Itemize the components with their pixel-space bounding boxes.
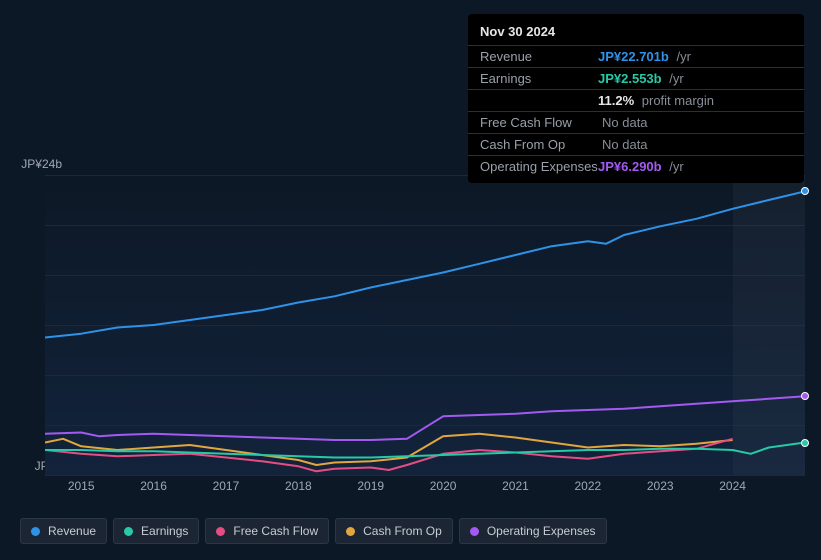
series-endpoint [801, 392, 809, 400]
legend-label: Free Cash Flow [233, 524, 318, 538]
chart-legend: Revenue Earnings Free Cash Flow Cash From O… [20, 518, 607, 544]
x-axis-tick: 2015 [68, 479, 95, 493]
legend-item-revenue[interactable]: Revenue [20, 518, 107, 544]
tooltip-row: RevenueJP¥22.701b /yr [468, 46, 804, 68]
series-line-operating-expenses [45, 396, 805, 440]
legend-item-operating-expenses[interactable]: Operating Expenses [459, 518, 607, 544]
legend-dot-icon [346, 527, 355, 536]
tooltip-row-value: JP¥6.290b /yr [598, 159, 792, 174]
legend-item-earnings[interactable]: Earnings [113, 518, 199, 544]
legend-dot-icon [470, 527, 479, 536]
tooltip-row-value: JP¥2.553b /yr [598, 71, 792, 86]
legend-dot-icon [31, 527, 40, 536]
tooltip-row-label: Free Cash Flow [480, 115, 598, 130]
legend-label: Earnings [141, 524, 188, 538]
chart-plot-area[interactable] [45, 175, 805, 475]
tooltip-row: Operating ExpensesJP¥6.290b /yr [468, 156, 804, 177]
tooltip-row-label: Earnings [480, 71, 598, 86]
tooltip-row-value: 11.2% profit margin [598, 93, 792, 108]
legend-item-free-cash-flow[interactable]: Free Cash Flow [205, 518, 329, 544]
legend-dot-icon [124, 527, 133, 536]
series-line-free-cash-flow [45, 439, 733, 472]
legend-label: Revenue [48, 524, 96, 538]
tooltip-row-label: Cash From Op [480, 137, 598, 152]
y-axis-max-label: JP¥24b [2, 157, 62, 171]
tooltip-row: Free Cash FlowNo data [468, 112, 804, 134]
tooltip-row-label: Revenue [480, 49, 598, 64]
chart-tooltip: Nov 30 2024 RevenueJP¥22.701b /yrEarning… [468, 14, 804, 183]
tooltip-row-value: JP¥22.701b /yr [598, 49, 792, 64]
series-endpoint [801, 439, 809, 447]
tooltip-row: EarningsJP¥2.553b /yr [468, 68, 804, 90]
x-axis-tick: 2023 [647, 479, 674, 493]
tooltip-row: Cash From OpNo data [468, 134, 804, 156]
tooltip-date: Nov 30 2024 [468, 22, 804, 46]
gridline [45, 475, 805, 476]
x-axis-tick: 2018 [285, 479, 312, 493]
x-axis: 2015 2016 2017 2018 2019 2020 2021 2022 2023 2024 [45, 479, 805, 499]
series-endpoint [801, 187, 809, 195]
x-axis-tick: 2016 [140, 479, 167, 493]
x-axis-tick: 2021 [502, 479, 529, 493]
x-axis-tick: 2017 [213, 479, 240, 493]
series-line-revenue [45, 191, 805, 337]
x-axis-tick: 2024 [719, 479, 746, 493]
tooltip-row-label: Operating Expenses [480, 159, 598, 174]
x-axis-tick: 2020 [430, 479, 457, 493]
tooltip-row: 11.2% profit margin [468, 90, 804, 112]
chart-container: Nov 30 2024 RevenueJP¥22.701b /yrEarning… [0, 0, 821, 560]
legend-label: Operating Expenses [487, 524, 596, 538]
legend-item-cash-from-op[interactable]: Cash From Op [335, 518, 453, 544]
legend-dot-icon [216, 527, 225, 536]
tooltip-row-label [480, 93, 598, 108]
tooltip-row-value: No data [598, 137, 792, 152]
legend-label: Cash From Op [363, 524, 442, 538]
x-axis-tick: 2019 [357, 479, 384, 493]
tooltip-row-value: No data [598, 115, 792, 130]
x-axis-tick: 2022 [574, 479, 601, 493]
